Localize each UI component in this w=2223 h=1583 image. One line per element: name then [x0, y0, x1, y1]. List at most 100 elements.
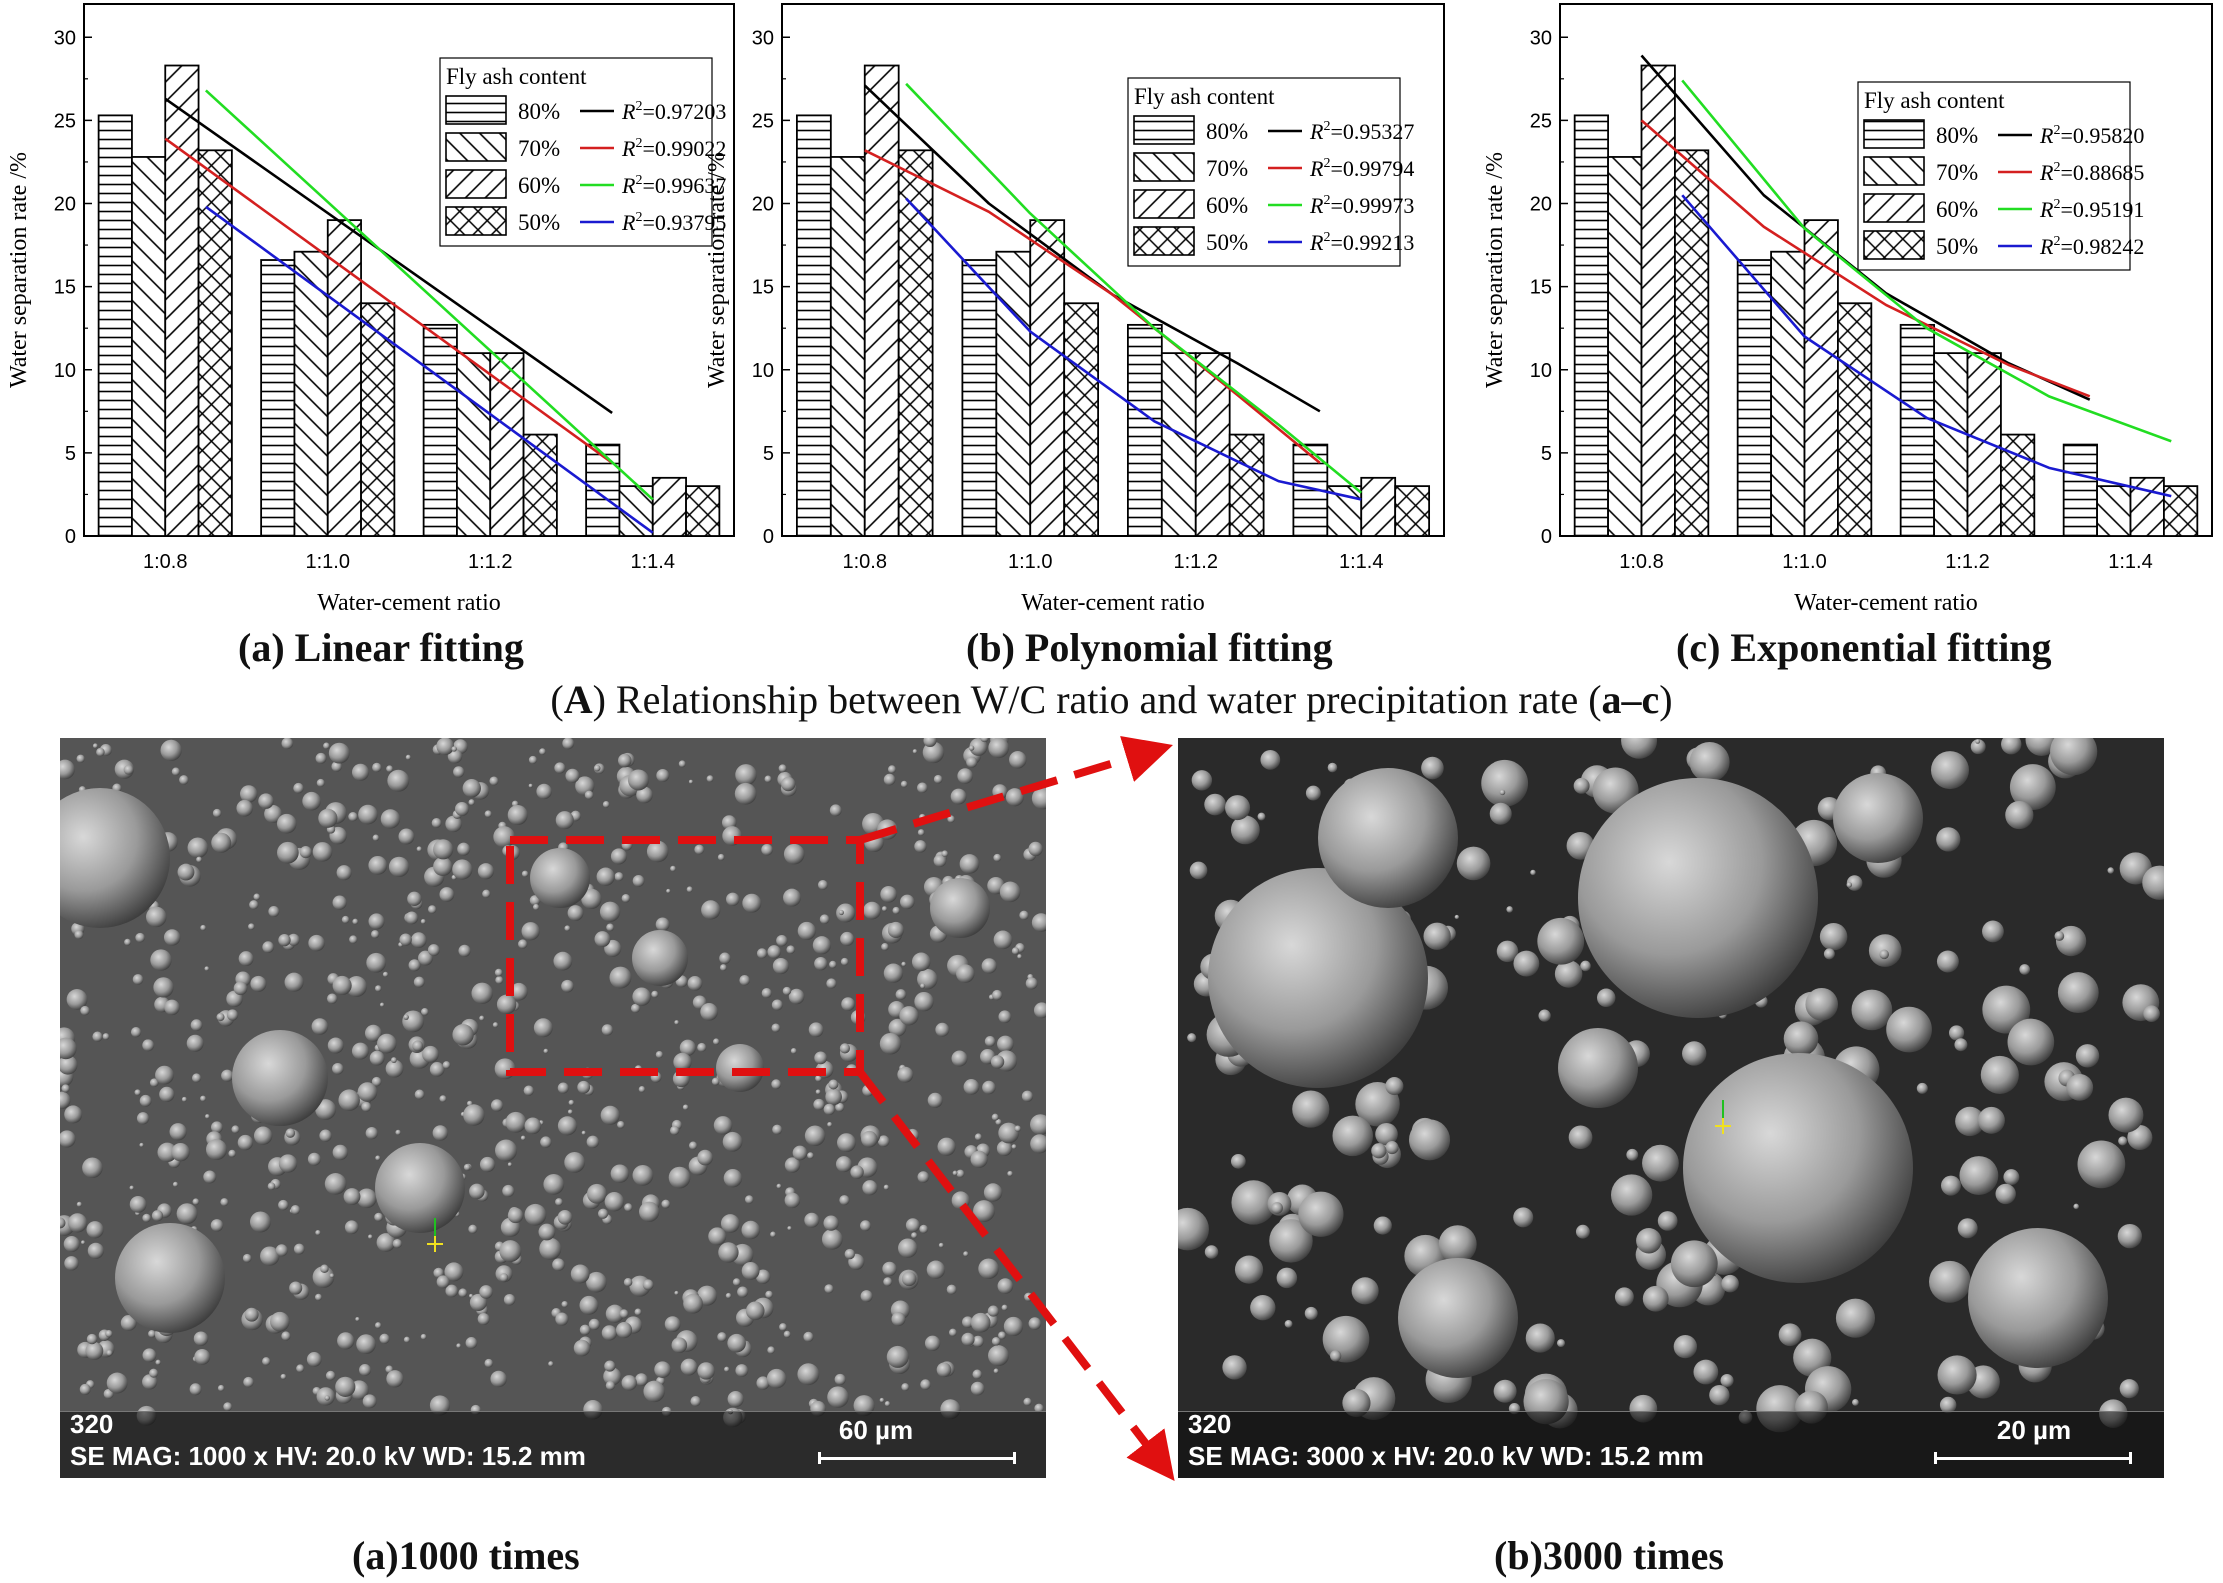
particle	[2050, 738, 2098, 776]
particle	[883, 1277, 893, 1287]
particle	[341, 915, 350, 924]
particle	[327, 1037, 344, 1054]
particle	[320, 1264, 329, 1274]
particle	[538, 1223, 556, 1241]
particle	[732, 1278, 741, 1286]
large-particle	[1833, 773, 1923, 863]
bar	[585, 443, 621, 537]
bar	[489, 352, 525, 537]
particle	[302, 791, 321, 811]
particle	[1322, 1315, 1370, 1363]
particle	[821, 1228, 843, 1250]
particle	[579, 1295, 599, 1315]
particle	[1385, 1141, 1399, 1155]
particle	[385, 1059, 404, 1078]
particle	[479, 1156, 496, 1173]
sem-info-bar: 320 SE MAG: 1000 x HV: 20.0 kV WD: 15.2 …	[60, 1409, 1046, 1478]
particle	[1021, 1090, 1034, 1102]
particle	[429, 1395, 450, 1416]
particle	[376, 1233, 396, 1252]
particle	[403, 1014, 409, 1020]
y-tick-label: 10	[1530, 360, 1552, 382]
particle	[898, 1238, 918, 1258]
particle	[205, 1114, 210, 1119]
x-axis-label: Water-cement ratio	[1021, 590, 1204, 616]
particle	[331, 761, 342, 772]
particle	[1204, 1245, 1219, 1259]
particle	[436, 738, 455, 756]
particle	[278, 933, 291, 947]
particle	[452, 859, 473, 880]
particle	[827, 1386, 849, 1408]
particle	[242, 1253, 252, 1263]
particle	[1234, 1255, 1264, 1284]
particle	[2119, 1379, 2139, 1399]
particle	[451, 746, 457, 752]
particle	[1575, 1224, 1590, 1239]
particle	[1513, 1207, 1534, 1228]
particle	[914, 840, 927, 853]
particle	[567, 905, 584, 921]
particle	[281, 1331, 291, 1341]
particle	[1975, 739, 1980, 744]
particle	[638, 1086, 646, 1093]
x-tick-label: 1:1.2	[1174, 551, 1218, 573]
particle	[2108, 1097, 2144, 1133]
particle	[398, 828, 415, 845]
particle	[838, 909, 844, 916]
bar	[961, 259, 998, 537]
particle	[345, 976, 367, 997]
particle	[900, 780, 908, 788]
particle	[726, 892, 740, 907]
particle	[244, 1307, 259, 1322]
particle	[386, 1370, 404, 1388]
particle	[993, 930, 1013, 950]
particle	[130, 1027, 142, 1038]
particle	[706, 775, 714, 783]
particle	[332, 975, 352, 996]
particle	[123, 764, 134, 775]
particle	[507, 804, 528, 826]
particle	[823, 1103, 835, 1116]
particle	[192, 1198, 200, 1205]
particle	[982, 1080, 996, 1095]
particle	[493, 826, 515, 848]
particle	[615, 1321, 633, 1339]
particle	[552, 1258, 565, 1272]
legend-series-name: 60%	[1206, 193, 1248, 218]
particle	[1284, 1319, 1293, 1328]
particle	[834, 1373, 846, 1386]
plot-frame	[1559, 3, 2213, 537]
particle	[564, 1151, 586, 1173]
particle	[361, 1101, 372, 1112]
particle	[1506, 906, 1513, 913]
bar	[1770, 250, 1806, 537]
particle	[2117, 1223, 2142, 1249]
particle	[779, 1323, 787, 1331]
y-tick-label: 0	[1541, 526, 1552, 548]
bar	[360, 302, 396, 537]
particle	[1941, 1175, 1961, 1196]
particle	[721, 815, 737, 830]
particle	[212, 808, 222, 818]
particle	[1957, 1218, 1978, 1239]
particle	[193, 1331, 209, 1346]
particle	[688, 1141, 698, 1150]
particle	[880, 885, 897, 903]
particle	[502, 1184, 515, 1198]
particle	[368, 855, 388, 875]
particle	[845, 1064, 858, 1077]
particle	[189, 1383, 202, 1396]
particle	[1959, 1156, 1999, 1195]
particle	[495, 976, 504, 984]
particle	[374, 1322, 382, 1329]
particle	[471, 982, 493, 1004]
particle	[2143, 1005, 2160, 1022]
sem-caption-1000x: (a)1000 times	[352, 1533, 580, 1578]
particle	[1292, 1090, 1330, 1128]
particle	[329, 1273, 335, 1278]
particle	[1980, 1055, 2019, 1094]
particle	[439, 1095, 447, 1103]
particle	[2009, 764, 2056, 810]
particle	[293, 1243, 305, 1255]
